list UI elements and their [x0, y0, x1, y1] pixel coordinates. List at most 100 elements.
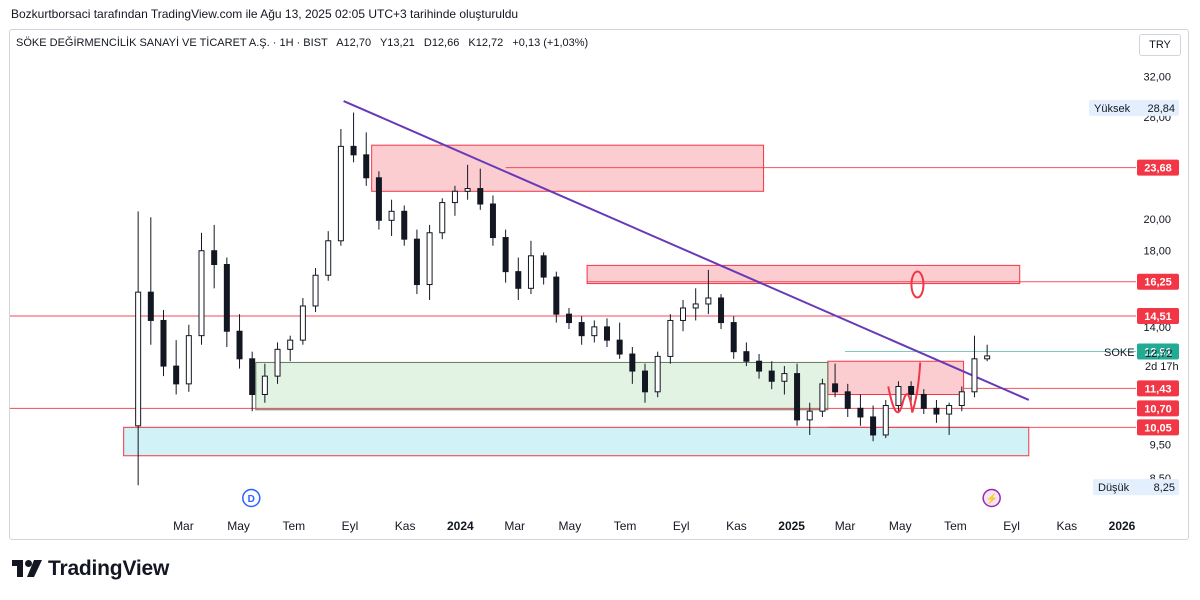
y-tick-label: 32,00	[1143, 71, 1171, 83]
last-price-value: 12,72	[1145, 348, 1173, 360]
candle[interactable]	[857, 407, 864, 418]
candle[interactable]	[515, 271, 522, 289]
candle[interactable]	[692, 303, 699, 309]
candle[interactable]	[211, 250, 218, 265]
candle[interactable]	[616, 339, 623, 355]
candle[interactable]	[274, 348, 281, 377]
candle[interactable]	[844, 391, 851, 409]
x-tick-label: 2024	[447, 519, 474, 533]
candle[interactable]	[578, 322, 585, 337]
zone-resistance-1[interactable]	[586, 264, 1021, 285]
earnings-event-icon[interactable]	[982, 488, 1001, 508]
symbol-name[interactable]: SÖKE DEĞİRMENCİLİK SANAYİ VE TİCARET A.Ş…	[16, 37, 328, 49]
x-tick-label: Tem	[614, 519, 637, 533]
candle[interactable]	[502, 237, 509, 273]
candle[interactable]	[477, 188, 484, 205]
tradingview-logo[interactable]: TradingView	[12, 557, 169, 581]
candle[interactable]	[933, 407, 940, 415]
candle[interactable]	[540, 255, 547, 278]
event-label: ⚡	[985, 492, 997, 505]
dividend-event-icon[interactable]	[242, 488, 261, 508]
candle[interactable]	[642, 370, 649, 393]
high-value: Y13,21	[379, 37, 415, 49]
candle[interactable]	[984, 355, 991, 360]
candle[interactable]	[325, 240, 332, 276]
candle[interactable]	[464, 188, 471, 192]
candle[interactable]	[147, 291, 154, 321]
candle[interactable]	[160, 319, 167, 367]
candle[interactable]	[223, 263, 230, 332]
price-label-box	[1137, 400, 1179, 417]
candle[interactable]	[756, 360, 763, 372]
candle[interactable]	[718, 297, 725, 324]
y-tick-label: 18,00	[1143, 246, 1171, 258]
x-tick-label: Mar	[173, 519, 194, 533]
candle[interactable]	[768, 370, 775, 382]
candle[interactable]	[629, 353, 636, 372]
candle[interactable]	[565, 313, 572, 324]
candle[interactable]	[312, 274, 319, 307]
candle[interactable]	[680, 307, 687, 321]
candle[interactable]	[451, 190, 458, 204]
candle[interactable]	[287, 339, 294, 350]
candle[interactable]	[337, 145, 344, 242]
candle[interactable]	[806, 410, 813, 421]
candle[interactable]	[705, 297, 712, 305]
x-tick-label: Eyl	[342, 519, 359, 533]
hand-drawn-mark	[887, 362, 922, 414]
candle[interactable]	[401, 210, 408, 240]
chart-frame	[9, 29, 1189, 540]
candle[interactable]	[249, 358, 256, 395]
candle[interactable]	[730, 322, 737, 353]
candle[interactable]	[135, 291, 142, 427]
candle[interactable]	[185, 335, 192, 385]
candle[interactable]	[553, 276, 560, 315]
candle[interactable]	[667, 319, 674, 357]
candle[interactable]	[299, 305, 306, 341]
candle[interactable]	[832, 383, 839, 393]
candle[interactable]	[882, 405, 889, 436]
candle[interactable]	[794, 373, 801, 421]
trendline[interactable]	[343, 100, 1030, 401]
candle[interactable]	[198, 250, 205, 337]
price-label-box	[1137, 308, 1179, 325]
candle[interactable]	[439, 202, 446, 234]
candle[interactable]	[527, 255, 534, 289]
price-label-box	[1137, 380, 1179, 397]
candle[interactable]	[908, 385, 915, 395]
price-label: 16,25	[1144, 277, 1172, 289]
zone-resistance-0[interactable]	[371, 144, 765, 192]
candle[interactable]	[920, 393, 927, 409]
candle[interactable]	[388, 210, 395, 221]
candle[interactable]	[958, 391, 965, 407]
candle[interactable]	[350, 145, 357, 156]
candle[interactable]	[946, 405, 953, 415]
candle[interactable]	[603, 326, 610, 341]
hand-drawn-circle	[910, 270, 925, 299]
candle[interactable]	[781, 373, 788, 382]
price-label: 12,91	[1144, 346, 1172, 358]
candle[interactable]	[375, 177, 382, 221]
candle[interactable]	[743, 351, 750, 362]
candle[interactable]	[236, 330, 243, 360]
zone-support-3[interactable]	[255, 361, 829, 411]
candle[interactable]	[971, 358, 978, 393]
price-label-box	[1137, 273, 1179, 290]
candle[interactable]	[363, 154, 370, 179]
candle[interactable]	[654, 355, 661, 393]
x-tick-label: Kas	[395, 519, 416, 533]
low-value: D12,66	[423, 37, 460, 49]
candle[interactable]	[413, 238, 420, 286]
candle[interactable]	[261, 375, 268, 395]
candle[interactable]	[591, 326, 598, 337]
zone-demand-4[interactable]	[123, 426, 1030, 457]
candle[interactable]	[489, 203, 496, 239]
symbol-legend: SÖKE DEĞİRMENCİLİK SANAYİ VE TİCARET A.Ş…	[16, 37, 594, 49]
candle[interactable]	[173, 365, 180, 385]
candle[interactable]	[819, 383, 826, 412]
candle[interactable]	[870, 416, 877, 436]
candle[interactable]	[895, 385, 902, 407]
candle[interactable]	[426, 232, 433, 286]
currency-button[interactable]: TRY	[1139, 34, 1181, 56]
